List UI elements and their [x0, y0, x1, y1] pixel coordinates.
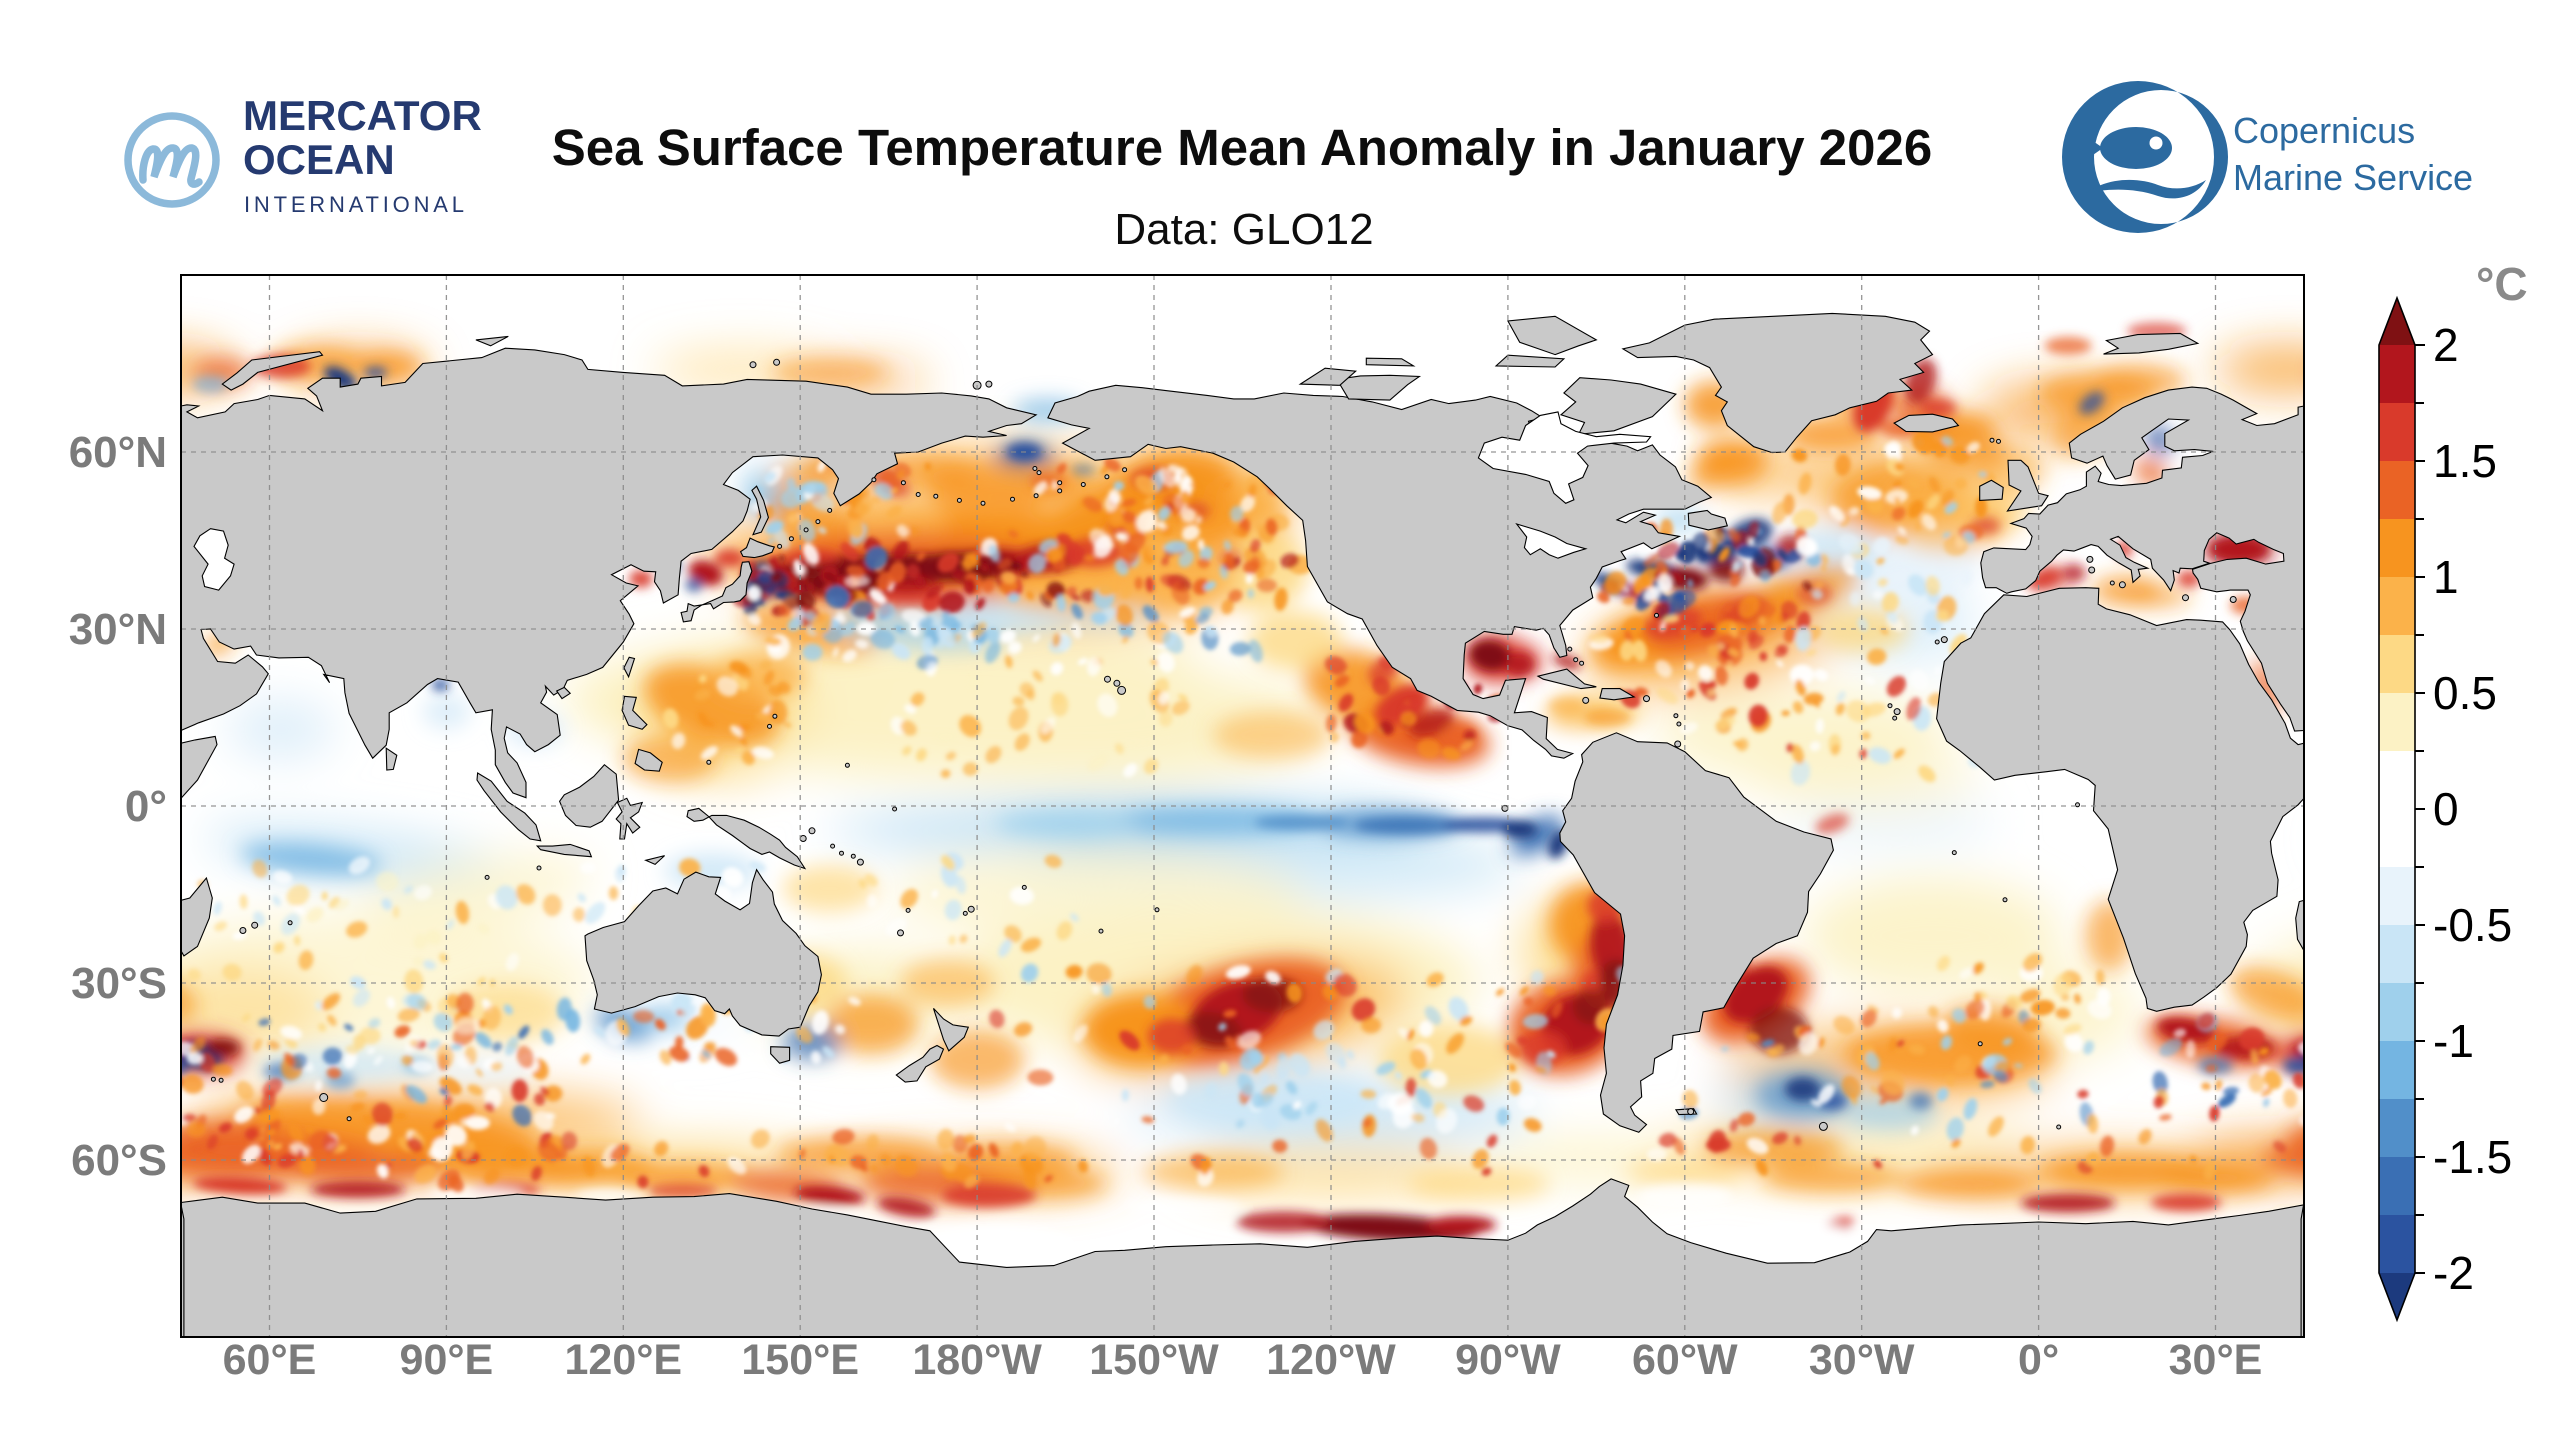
- svg-text:150°E: 150°E: [741, 1336, 859, 1384]
- svg-text:60°S: 60°S: [71, 1136, 167, 1185]
- svg-text:1.5: 1.5: [2433, 435, 2497, 487]
- svg-text:0°: 0°: [2018, 1336, 2059, 1384]
- svg-text:-0.5: -0.5: [2433, 899, 2512, 951]
- svg-text:0: 0: [2433, 783, 2459, 835]
- svg-text:°C: °C: [2476, 258, 2528, 310]
- svg-text:1: 1: [2433, 551, 2459, 603]
- svg-text:Sea Surface Temperature Mean A: Sea Surface Temperature Mean Anomaly in …: [552, 119, 1932, 176]
- svg-text:90°W: 90°W: [1455, 1336, 1561, 1384]
- svg-text:60°N: 60°N: [69, 428, 167, 477]
- svg-text:-1.5: -1.5: [2433, 1131, 2512, 1183]
- svg-text:2: 2: [2433, 319, 2459, 371]
- svg-text:60°E: 60°E: [223, 1336, 317, 1384]
- svg-text:180°W: 180°W: [912, 1336, 1042, 1384]
- svg-text:150°W: 150°W: [1089, 1336, 1219, 1384]
- svg-text:MERCATOR: MERCATOR: [243, 92, 482, 139]
- svg-text:0.5: 0.5: [2433, 667, 2497, 719]
- svg-text:INTERNATIONAL: INTERNATIONAL: [244, 192, 468, 217]
- svg-text:Copernicus: Copernicus: [2233, 110, 2415, 151]
- svg-text:120°W: 120°W: [1266, 1336, 1396, 1384]
- svg-text:Data: GLO12: Data: GLO12: [1114, 205, 1373, 254]
- svg-text:60°W: 60°W: [1632, 1336, 1738, 1384]
- svg-text:-2: -2: [2433, 1247, 2474, 1299]
- svg-text:90°E: 90°E: [400, 1336, 494, 1384]
- svg-text:Marine Service: Marine Service: [2233, 157, 2473, 198]
- svg-text:-1: -1: [2433, 1015, 2474, 1067]
- svg-text:30°N: 30°N: [69, 605, 167, 654]
- svg-text:OCEAN: OCEAN: [243, 136, 395, 183]
- svg-text:120°E: 120°E: [564, 1336, 682, 1384]
- svg-text:0°: 0°: [125, 782, 167, 831]
- svg-text:30°W: 30°W: [1809, 1336, 1915, 1384]
- svg-text:30°E: 30°E: [2169, 1336, 2263, 1384]
- svg-text:30°S: 30°S: [71, 959, 167, 1008]
